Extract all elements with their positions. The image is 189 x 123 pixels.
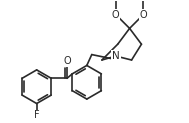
Text: O: O: [63, 56, 71, 67]
Text: F: F: [34, 110, 40, 120]
Text: O: O: [140, 10, 147, 20]
Text: N: N: [112, 51, 120, 61]
Text: O: O: [112, 10, 120, 20]
